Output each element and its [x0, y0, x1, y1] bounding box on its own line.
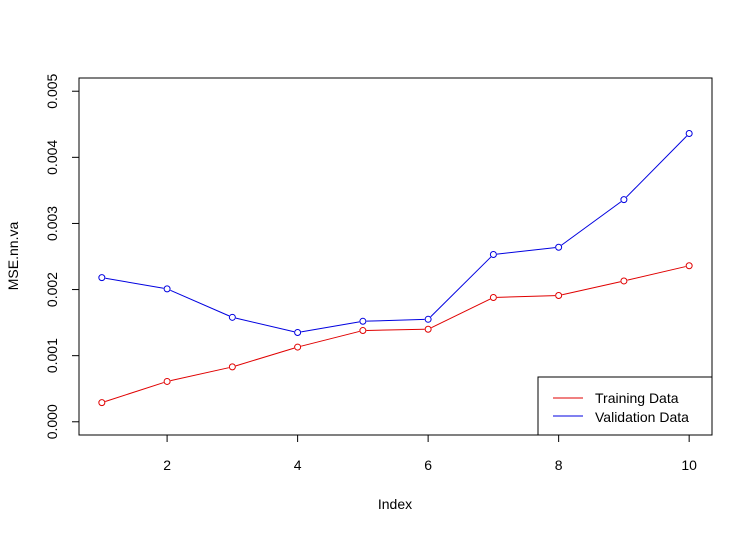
y-axis: 0.000 0.001 0.002 0.003 0.004 0.005 — [44, 73, 80, 439]
series-layer — [98, 130, 693, 407]
data-point — [424, 325, 432, 333]
data-point — [359, 327, 367, 335]
series-segment — [235, 347, 295, 367]
series-segment — [562, 281, 621, 296]
x-axis: 2 4 6 8 10 — [163, 434, 697, 473]
series-segment — [561, 201, 622, 246]
series-segment — [366, 318, 425, 322]
series-segment — [626, 135, 687, 198]
data-point — [228, 313, 236, 321]
y-tick-label: 0.000 — [44, 404, 60, 439]
series-segment — [301, 321, 360, 333]
series-segment — [170, 367, 229, 382]
y-tick-label: 0.005 — [44, 73, 60, 108]
data-point — [489, 293, 497, 301]
data-point — [620, 277, 628, 285]
legend-box — [537, 376, 713, 436]
x-tick-label: 2 — [163, 457, 171, 473]
data-point — [228, 363, 236, 371]
x-axis-title: Index — [378, 496, 412, 512]
x-tick-label: 6 — [424, 457, 432, 473]
series-segment — [431, 298, 491, 329]
x-tick-label: 10 — [681, 457, 697, 473]
series-segment — [496, 295, 556, 298]
data-point — [685, 130, 693, 138]
legend-label-validation: Validation Data — [595, 409, 689, 425]
series-validation — [98, 130, 693, 337]
data-point — [555, 243, 563, 251]
series-segment — [430, 256, 492, 318]
y-tick-label: 0.002 — [44, 272, 60, 307]
data-point — [294, 343, 302, 351]
series-segment — [496, 247, 556, 255]
y-axis-title: MSE.nn.va — [5, 222, 21, 291]
data-point — [555, 292, 563, 300]
legend-label-training: Training Data — [595, 390, 679, 406]
data-point — [424, 315, 432, 323]
series-segment — [300, 330, 360, 347]
y-tick-label: 0.001 — [44, 338, 60, 373]
series-segment — [105, 277, 164, 289]
data-point — [359, 317, 367, 325]
data-point — [620, 196, 628, 204]
series-segment — [627, 266, 686, 281]
data-point — [685, 262, 693, 270]
data-point — [294, 329, 302, 337]
legend: Training Data Validation Data — [537, 376, 713, 436]
data-point — [163, 377, 171, 385]
series-segment — [105, 382, 164, 402]
series-training — [98, 262, 693, 407]
series-segment — [170, 289, 230, 317]
data-point — [489, 251, 497, 259]
data-point — [163, 285, 171, 293]
x-tick-label: 4 — [294, 457, 302, 473]
series-segment — [235, 317, 295, 333]
x-tick-label: 8 — [555, 457, 563, 473]
data-point — [98, 399, 106, 407]
y-tick-label: 0.004 — [44, 140, 60, 175]
series-segment — [366, 328, 425, 331]
data-point — [98, 274, 106, 282]
y-tick-label: 0.003 — [44, 206, 60, 241]
